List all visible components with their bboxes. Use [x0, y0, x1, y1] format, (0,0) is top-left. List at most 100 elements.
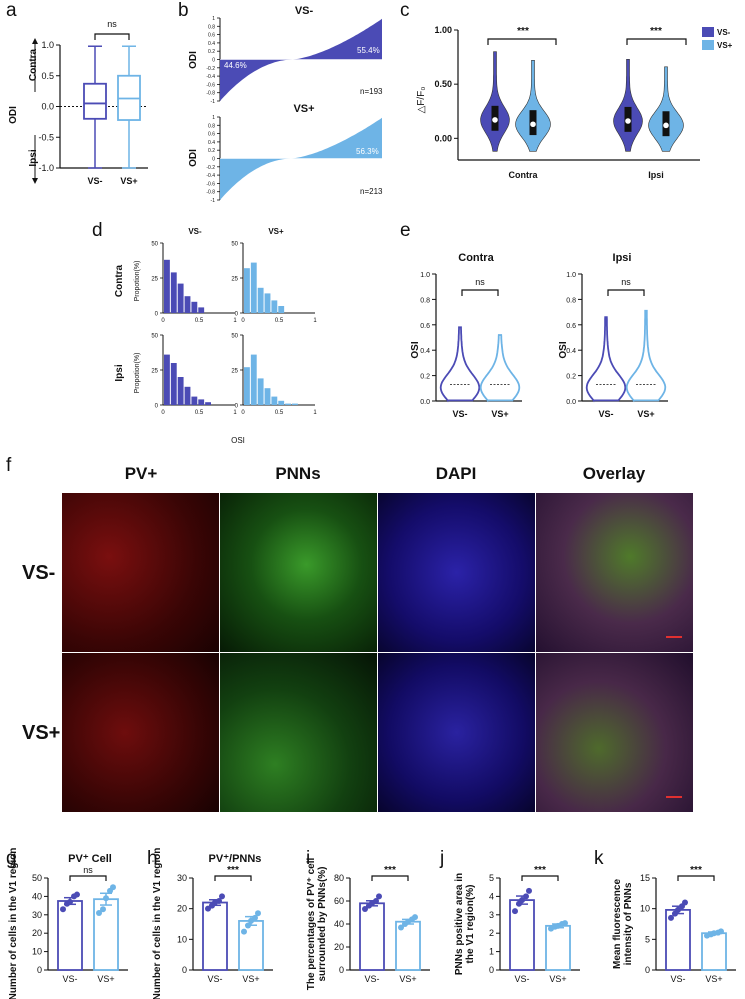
chart-j-sig: ***: [534, 865, 546, 876]
chart-d-bar: [184, 386, 191, 405]
chart-a-sig: ns: [107, 19, 117, 29]
chart-d-row-contra: Contra: [114, 264, 125, 297]
chart-e-ytick-label: 1.0: [420, 272, 430, 279]
chart-b-ytick-label: -0.6: [206, 181, 215, 187]
chart-d-bar: [177, 283, 184, 313]
chart-h-point: [219, 893, 225, 900]
chart-j-ytick-label: 5: [489, 873, 494, 883]
chart-b-n-2: n=213: [360, 187, 383, 196]
chart-c-ylabel: △F/F₀: [416, 87, 427, 114]
chart-b-ytick-label: 0.2: [208, 49, 215, 55]
chart-g-ytick-label: 10: [32, 947, 42, 957]
chart-h-sig: ***: [227, 865, 239, 876]
chart-g-bar: [93, 898, 119, 971]
chart-b-odi-distribution: VS- VS+ ODI ODI 1 0.8 0.6 0.4 0.2 0 -0.2 -0.4 -0…: [188, 5, 383, 204]
chart-b-ytick-label: 0: [212, 157, 215, 163]
chart-j-ytick-label: 0: [489, 965, 494, 975]
chart-c-cat-contra: Contra: [509, 170, 539, 180]
chart-e-ytick-label: 1.0: [566, 272, 576, 279]
chart-d-bar: [244, 367, 250, 405]
chart-h-sig-bracket: [214, 875, 252, 881]
panel-letter-a: a: [6, 0, 17, 21]
chart-g-point: [74, 891, 80, 898]
panel-letter-g: g: [6, 848, 17, 869]
chart-d-bar: [292, 403, 298, 405]
chart-b-ytick-label: 0.4: [208, 41, 215, 47]
chart-c-cat-ipsi: Ipsi: [648, 170, 664, 180]
chart-k-xtick-label: VS+: [705, 974, 722, 984]
chart-a-ipsi-label: Ipsi: [28, 149, 39, 166]
chart-b-ytick-label: 0.6: [208, 33, 215, 39]
chart-a-ytick-label: -1.0: [38, 163, 54, 173]
chart-i-xtick-label: VS-: [364, 974, 379, 984]
chart-e-ylabel-2: OSI: [558, 341, 569, 358]
chart-d-xtick-label: 1: [233, 318, 237, 324]
chart-d-ylabel-2: Propotion(%): [134, 353, 141, 394]
chart-g-xtick-label: VS-: [62, 974, 77, 984]
chart-i-point: [412, 914, 418, 921]
chart-c-ytick-label: 0.50: [434, 79, 452, 89]
chart-c-violin: [480, 51, 510, 152]
chart-k-xtick-label: VS-: [670, 974, 685, 984]
chart-b-ylabel-1: ODI: [188, 51, 199, 69]
chart-i-ytick-label: 40: [334, 919, 344, 929]
chart-g-point: [110, 884, 116, 891]
chart-j-ytick-label: 4: [489, 891, 494, 901]
chart-e-osi-violin: Contra Ipsi OSI OSI ns ns VS- VS+ VS- VS…: [410, 252, 668, 419]
micro-pnns-vsplus: [220, 653, 377, 812]
chart-c-median: [530, 121, 536, 128]
chart-b-ylabel-2: ODI: [188, 149, 199, 167]
chart-j-point: [523, 893, 529, 900]
chart-d-bar: [250, 262, 257, 313]
chart-k-bar: [701, 932, 727, 971]
chart-k-ylabel-line1: Mean fluorescence: [612, 879, 623, 969]
chart-d-xtick-label: 0: [161, 318, 165, 324]
chart-d-xtick-label: 1: [233, 410, 237, 416]
chart-i-sig-bracket: [371, 875, 409, 881]
chart-d-bar: [177, 377, 184, 405]
chart-d-bar: [184, 296, 191, 313]
chart-g-xtick-label: VS+: [97, 974, 114, 984]
chart-c-violin: [613, 59, 643, 152]
chart-b-ytick-label: -1: [211, 99, 216, 105]
chart-b-pos-label-1: 55.4%: [357, 46, 380, 55]
panel-letter-d: d: [92, 220, 103, 241]
chart-d-xtick-label: 0.5: [275, 410, 284, 416]
chart-e-cat-3: VS-: [598, 409, 613, 419]
chart-b-area: [220, 18, 382, 101]
micro-overlay-vsplus: [536, 653, 693, 812]
chart-k-ylabel-line2: intensity of PNNs: [623, 882, 634, 965]
chart-g-ytick-label: 30: [32, 910, 42, 920]
chart-d-bar: [264, 293, 271, 313]
panel-letter-h: h: [147, 848, 158, 869]
micro-dapi-vsminus: [378, 493, 535, 652]
chart-d-ytick-label: 50: [151, 334, 158, 340]
chart-e-violin: [479, 334, 521, 403]
f-row-vsminus: VS-: [22, 562, 56, 584]
chart-d-xtick-label: 0.5: [195, 318, 204, 324]
chart-h-ytick-label: 0: [182, 965, 187, 975]
chart-a-contra-arrowhead: [32, 38, 38, 44]
chart-i-point: [376, 893, 382, 900]
chart-g-point: [100, 906, 106, 913]
chart-d-bar: [164, 259, 170, 313]
panel-letter-c: c: [400, 0, 410, 21]
chart-j-ytick-label: 2: [489, 928, 494, 938]
chart-d-xtick-label: 0.5: [195, 410, 204, 416]
chart-d-bar: [191, 301, 198, 313]
chart-c-sig-contra: ***: [517, 26, 529, 37]
chart-d-bar: [164, 354, 170, 405]
chart-i-point: [398, 924, 404, 931]
micro-pv-vsminus: [62, 493, 219, 652]
chart-b-title-1: VS-: [295, 5, 314, 17]
chart-d-bar: [205, 402, 211, 405]
chart-d-ytick-label: 0: [155, 312, 159, 318]
chart-i-ylabel-line1: The percentages of PV⁺ cell: [306, 858, 317, 991]
chart-d-bar: [191, 396, 198, 405]
chart-h-bar: [238, 920, 264, 971]
chart-d-ytick-label: 25: [151, 277, 158, 283]
chart-a-ylabel: ODI: [8, 106, 19, 124]
chart-c-sig-ipsi: ***: [650, 26, 662, 37]
chart-d-bar: [257, 378, 264, 405]
chart-d-bar: [278, 400, 285, 405]
